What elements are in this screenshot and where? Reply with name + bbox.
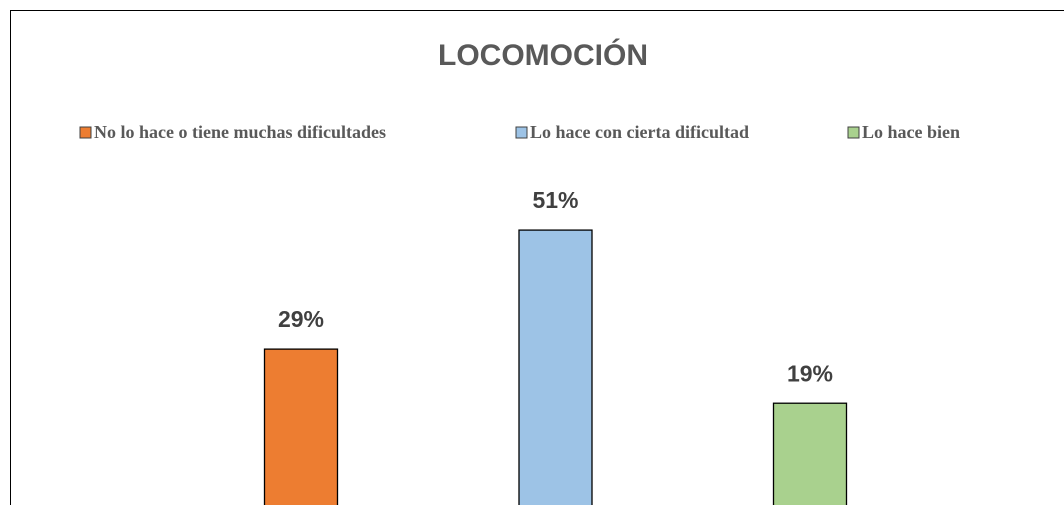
- data-label: 19%: [787, 360, 833, 386]
- legend-swatch: [79, 126, 92, 139]
- legend-label: Lo hace con cierta dificultad: [530, 122, 749, 142]
- data-label: 29%: [278, 306, 324, 332]
- legend-label: Lo hace bien: [862, 122, 960, 142]
- data-label: 51%: [532, 187, 578, 213]
- bar: [518, 229, 593, 505]
- chart-title: LOCOMOCIÓN: [438, 38, 648, 72]
- legend-swatch: [847, 126, 860, 139]
- legend-swatch: [515, 126, 528, 139]
- bar: [263, 348, 339, 505]
- bar: [772, 402, 848, 505]
- legend-label: No lo hace o tiene muchas dificultades: [94, 122, 386, 142]
